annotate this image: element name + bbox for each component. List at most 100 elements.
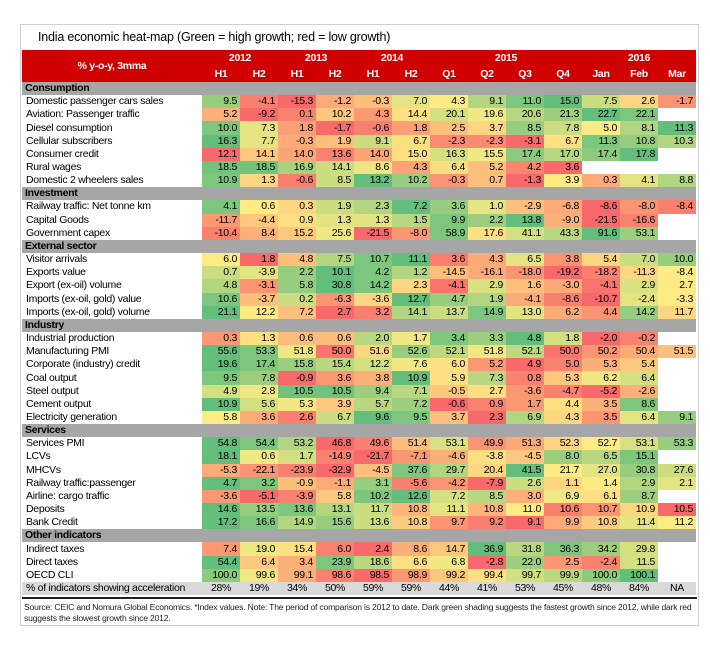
heat-cell: 52.1: [430, 345, 468, 359]
heat-cell: 4.8: [202, 279, 240, 293]
heat-cell: 31.8: [506, 542, 544, 556]
heat-cell: 9.6: [354, 410, 392, 425]
heat-cell: 53.2: [278, 437, 316, 451]
heat-cell: 17.4: [240, 358, 278, 372]
heat-cell: -1.1: [316, 476, 354, 490]
heat-cell: 15.4: [316, 358, 354, 372]
heat-cell: 4.9: [506, 358, 544, 372]
heat-cell: 6.7: [392, 134, 430, 148]
indicator-label: Corporate (industry) credit: [26, 358, 140, 371]
heat-cell: 7.3: [468, 371, 506, 385]
heat-cell: 53.1: [620, 226, 658, 240]
heat-cell: 11.1: [392, 253, 430, 267]
heat-cell: 10.2: [392, 174, 430, 188]
heat-cell: 10.1: [316, 266, 354, 280]
heat-cell: 17.2: [202, 516, 240, 530]
heat-cell: 3.4: [278, 555, 316, 569]
heat-cell: 14.1: [316, 160, 354, 175]
heat-cell: 55.6: [202, 345, 240, 359]
heat-cell: 0.8: [506, 371, 544, 385]
heat-cell: -3.6: [202, 489, 240, 503]
heat-cell: 8.5: [316, 174, 354, 188]
heat-cell: 52.1: [506, 345, 544, 359]
heat-cell: 18.1: [202, 450, 240, 464]
heat-cell: 53.1: [430, 437, 468, 451]
period-header: H1: [354, 66, 392, 82]
heat-cell: 11.3: [658, 121, 696, 135]
heat-cell: 2.2: [468, 213, 506, 227]
period-header: Jan: [582, 66, 620, 82]
section-header: Consumption: [22, 82, 696, 96]
period-header: H2: [240, 66, 278, 82]
year-header: 2012: [202, 50, 278, 66]
heat-cell: 58.9: [430, 226, 468, 240]
heat-cell: 5.4: [582, 253, 620, 267]
heat-cell: 16.3: [430, 147, 468, 161]
heat-cell: 7.8: [240, 371, 278, 385]
heat-cell: 4.3: [468, 253, 506, 267]
heat-cell: 99.1: [278, 568, 316, 582]
heat-cell: -2.9: [506, 200, 544, 214]
heat-cell: 17.0: [544, 147, 582, 161]
heat-cell: 3.2: [240, 476, 278, 490]
heat-cell: [658, 490, 696, 503]
heat-cell: 4.9: [202, 384, 240, 398]
heat-cell: 7.5: [582, 95, 620, 109]
heat-cell: 51.6: [354, 345, 392, 359]
heat-cell: 20.4: [468, 463, 506, 477]
heat-cell: 1.8: [544, 331, 582, 346]
heatmap-table: % y-o-y, 3mma 2012 2013 2014 2015 2016 H1 H2 H…: [22, 50, 696, 596]
section-title: Consumption: [22, 82, 696, 96]
heat-cell: 2.6: [620, 95, 658, 109]
heat-cell: 3.7: [430, 410, 468, 425]
heat-cell: -0.6: [354, 121, 392, 135]
heat-cell: 0.2: [278, 292, 316, 306]
table-row: Imports (ex-oil, gold) value 10.6 -3.7 0.2-…: [22, 292, 696, 306]
heat-cell: 6.0: [430, 358, 468, 372]
heat-cell: 6.8: [430, 555, 468, 569]
heat-cell: 13.5: [240, 503, 278, 517]
table-row: Corporate (industry) credit 19.6 17.4 15.8 1…: [22, 358, 696, 372]
heat-cell: 7.2: [278, 305, 316, 319]
heat-cell: 10.6: [202, 292, 240, 306]
period-header: H2: [316, 66, 354, 82]
heat-cell: 15.1: [620, 450, 658, 464]
heat-cell: 10.2: [354, 489, 392, 503]
heat-cell: -7.9: [468, 476, 506, 490]
heat-cell: 13.6: [354, 516, 392, 530]
heat-cell: 9.5: [202, 95, 240, 109]
heat-cell: 5.2: [202, 108, 240, 122]
acceleration-value: 48%: [582, 581, 620, 596]
heat-cell: 3.6: [430, 253, 468, 267]
heat-cell: -4.1: [506, 292, 544, 306]
acceleration-value: 19%: [240, 581, 278, 596]
heat-cell: [658, 371, 696, 384]
heat-cell: 1.9: [316, 200, 354, 214]
heat-cell: 11.5: [620, 555, 658, 569]
heat-cell: -0.5: [430, 384, 468, 398]
heat-cell: 9.1: [354, 134, 392, 148]
heat-cell: 10.6: [544, 503, 582, 517]
indicator-label: Visitor arrivals: [26, 253, 87, 266]
indicator-label: MHCVs: [26, 463, 61, 476]
section-title: Investment: [22, 187, 696, 201]
heat-cell: 6.5: [582, 450, 620, 464]
heat-cell: 16.9: [278, 160, 316, 175]
heat-cell: 0.7: [468, 174, 506, 188]
heat-cell: 13.1: [316, 503, 354, 517]
indicator-label: Railway traffic: Net tonne km: [26, 200, 151, 213]
heat-cell: 3.6: [544, 160, 582, 175]
heat-cell: 52.6: [392, 345, 430, 359]
heat-cell: 6.2: [544, 305, 582, 319]
heat-cell: 1.3: [240, 174, 278, 188]
heat-cell: 6.4: [240, 555, 278, 569]
heat-cell: 21.1: [202, 305, 240, 319]
heat-cell: [658, 569, 696, 582]
heat-cell: -0.9: [278, 476, 316, 490]
acceleration-value: 44%: [430, 581, 468, 596]
heat-cell: 41.1: [506, 226, 544, 240]
heat-cell: -2.4: [620, 292, 658, 306]
heat-cell: 3.6: [316, 371, 354, 385]
heat-cell: 5.8: [278, 279, 316, 293]
heat-cell: 3.0: [506, 489, 544, 503]
